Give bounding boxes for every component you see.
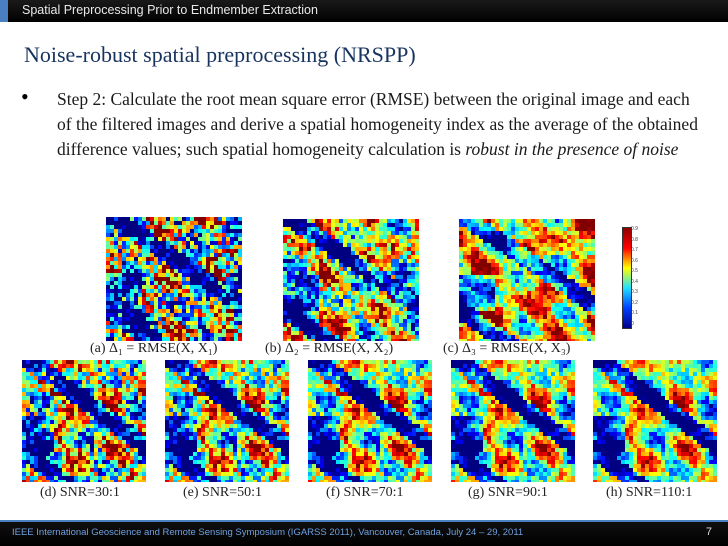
colorbar-tick: 0.7 — [631, 247, 638, 253]
colorbar — [622, 227, 632, 329]
colorbar-tick: 0.9 — [631, 226, 638, 232]
map-g — [451, 360, 575, 482]
footer-bar: IEEE International Geoscience and Remote… — [0, 520, 728, 546]
map-d — [22, 360, 146, 482]
caption-f: (f) SNR=70:1 — [326, 485, 404, 500]
page-number: 7 — [705, 526, 712, 538]
header-accent — [0, 0, 8, 22]
slide-heading: Noise-robust spatial preprocessing (NRSP… — [24, 42, 416, 67]
map-f — [308, 360, 432, 482]
caption-d: (d) SNR=30:1 — [40, 485, 120, 500]
colorbar-ticks: 0.9 0.8 0.7 0.6 0.5 0.4 0.3 0.2 0.1 0 — [631, 224, 638, 329]
caption-h: (h) SNR=110:1 — [606, 485, 693, 500]
colorbar-tick: 0.5 — [631, 268, 638, 274]
map-a — [106, 217, 242, 341]
caption-g: (g) SNR=90:1 — [468, 485, 548, 500]
footer-text: IEEE International Geoscience and Remote… — [12, 527, 524, 538]
map-c — [459, 219, 595, 341]
caption-a: (a) Δ₁ = RMSE(X, X₁) — [90, 341, 218, 356]
map-b — [283, 219, 419, 341]
bullet-text-emphasis: robust in the presence of noise — [465, 139, 679, 159]
footer-line — [0, 520, 728, 522]
map-h — [593, 360, 717, 482]
colorbar-tick: 0.1 — [631, 310, 638, 316]
colorbar-tick: 0.6 — [631, 257, 638, 264]
colorbar-tick: 0.4 — [631, 278, 638, 285]
bullet-icon: • — [21, 84, 29, 109]
caption-e: (e) SNR=50:1 — [183, 485, 263, 500]
colorbar-tick: 0.3 — [631, 289, 638, 295]
caption-b: (b) Δ₂ = RMSE(X, X₂) — [265, 341, 394, 356]
bullet-text: Step 2: Calculate the root mean square e… — [57, 87, 705, 162]
colorbar-tick: 0 — [631, 320, 634, 327]
caption-c: (c) Δ₃ = RMSE(X, X₃) — [443, 341, 571, 356]
bullet-text-main: Step 2: Calculate the root mean square e… — [57, 89, 698, 159]
colorbar-tick: 0.8 — [631, 236, 638, 243]
colorbar-tick: 0.2 — [631, 299, 638, 306]
header-title: Spatial Preprocessing Prior to Endmember… — [22, 3, 318, 17]
map-e — [165, 360, 289, 482]
header-bar: Spatial Preprocessing Prior to Endmember… — [0, 0, 728, 22]
